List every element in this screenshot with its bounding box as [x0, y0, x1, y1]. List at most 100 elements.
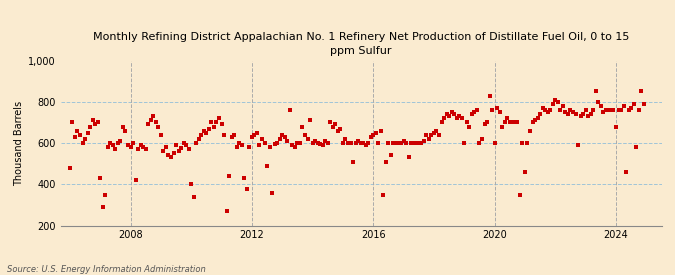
Point [302, 137, 313, 141]
Point [572, 143, 583, 147]
Point [259, 141, 270, 145]
Point [290, 145, 300, 149]
Point [565, 108, 576, 112]
Point [171, 143, 182, 147]
Point [378, 192, 389, 197]
Point [429, 131, 439, 135]
Point [277, 133, 288, 137]
Point [482, 120, 493, 125]
Point [113, 141, 124, 145]
Point [443, 114, 454, 118]
Point [313, 141, 323, 145]
Point [416, 141, 427, 145]
Point [621, 170, 632, 174]
Point [365, 135, 376, 139]
Point [123, 143, 134, 147]
Point [555, 108, 566, 112]
Point [466, 112, 477, 116]
Point [542, 110, 553, 114]
Point [254, 143, 265, 147]
Point [560, 110, 571, 114]
Point [477, 137, 487, 141]
Point [401, 141, 412, 145]
Point [398, 139, 409, 143]
Point [426, 133, 437, 137]
Point [413, 141, 424, 145]
Point [168, 151, 179, 156]
Point [585, 112, 596, 116]
Point [74, 133, 85, 137]
Point [608, 108, 619, 112]
Point [500, 120, 510, 125]
Point [269, 142, 280, 146]
Point [568, 110, 578, 114]
Point [80, 137, 90, 141]
Point [133, 147, 144, 151]
Point [165, 155, 176, 160]
Point [454, 114, 464, 118]
Point [489, 141, 500, 145]
Point [181, 143, 192, 147]
Point [184, 147, 194, 151]
Point [348, 160, 358, 164]
Point [107, 143, 118, 147]
Point [196, 133, 207, 137]
Point [97, 205, 108, 209]
Point [90, 122, 101, 127]
Point [138, 145, 148, 149]
Point [310, 139, 321, 143]
Point [350, 141, 361, 145]
Point [393, 141, 404, 145]
Point [626, 106, 637, 110]
Point [100, 192, 111, 197]
Point [449, 112, 460, 116]
Point [618, 104, 629, 108]
Point [234, 141, 244, 145]
Point [497, 124, 508, 129]
Point [411, 141, 422, 145]
Point [163, 153, 174, 158]
Point [279, 135, 290, 139]
Point [504, 120, 515, 125]
Point [110, 147, 121, 151]
Point [203, 126, 214, 131]
Point [201, 131, 212, 135]
Point [130, 178, 141, 182]
Point [155, 133, 166, 137]
Point [317, 143, 328, 147]
Point [371, 131, 381, 135]
Point [527, 120, 538, 125]
Point [530, 118, 541, 123]
Point [456, 116, 467, 120]
Point [360, 143, 371, 147]
Point [373, 141, 383, 145]
Point [105, 141, 115, 145]
Point [211, 120, 222, 125]
Point [512, 120, 522, 125]
Point [537, 106, 548, 110]
Point [232, 145, 242, 149]
Point [421, 133, 432, 137]
Point [267, 190, 277, 195]
Point [639, 101, 649, 106]
Point [474, 141, 485, 145]
Point [562, 112, 573, 116]
Point [452, 116, 462, 120]
Point [335, 126, 346, 131]
Point [307, 141, 318, 145]
Point [338, 141, 348, 145]
Point [595, 104, 606, 108]
Point [375, 128, 386, 133]
Point [362, 141, 373, 145]
Point [115, 139, 126, 143]
Y-axis label: Thousand Barrels: Thousand Barrels [14, 100, 24, 186]
Point [433, 133, 444, 137]
Point [601, 108, 612, 112]
Point [249, 133, 260, 137]
Point [236, 143, 247, 147]
Point [484, 94, 495, 98]
Point [82, 131, 93, 135]
Point [333, 128, 344, 133]
Point [148, 114, 159, 118]
Point [535, 112, 545, 116]
